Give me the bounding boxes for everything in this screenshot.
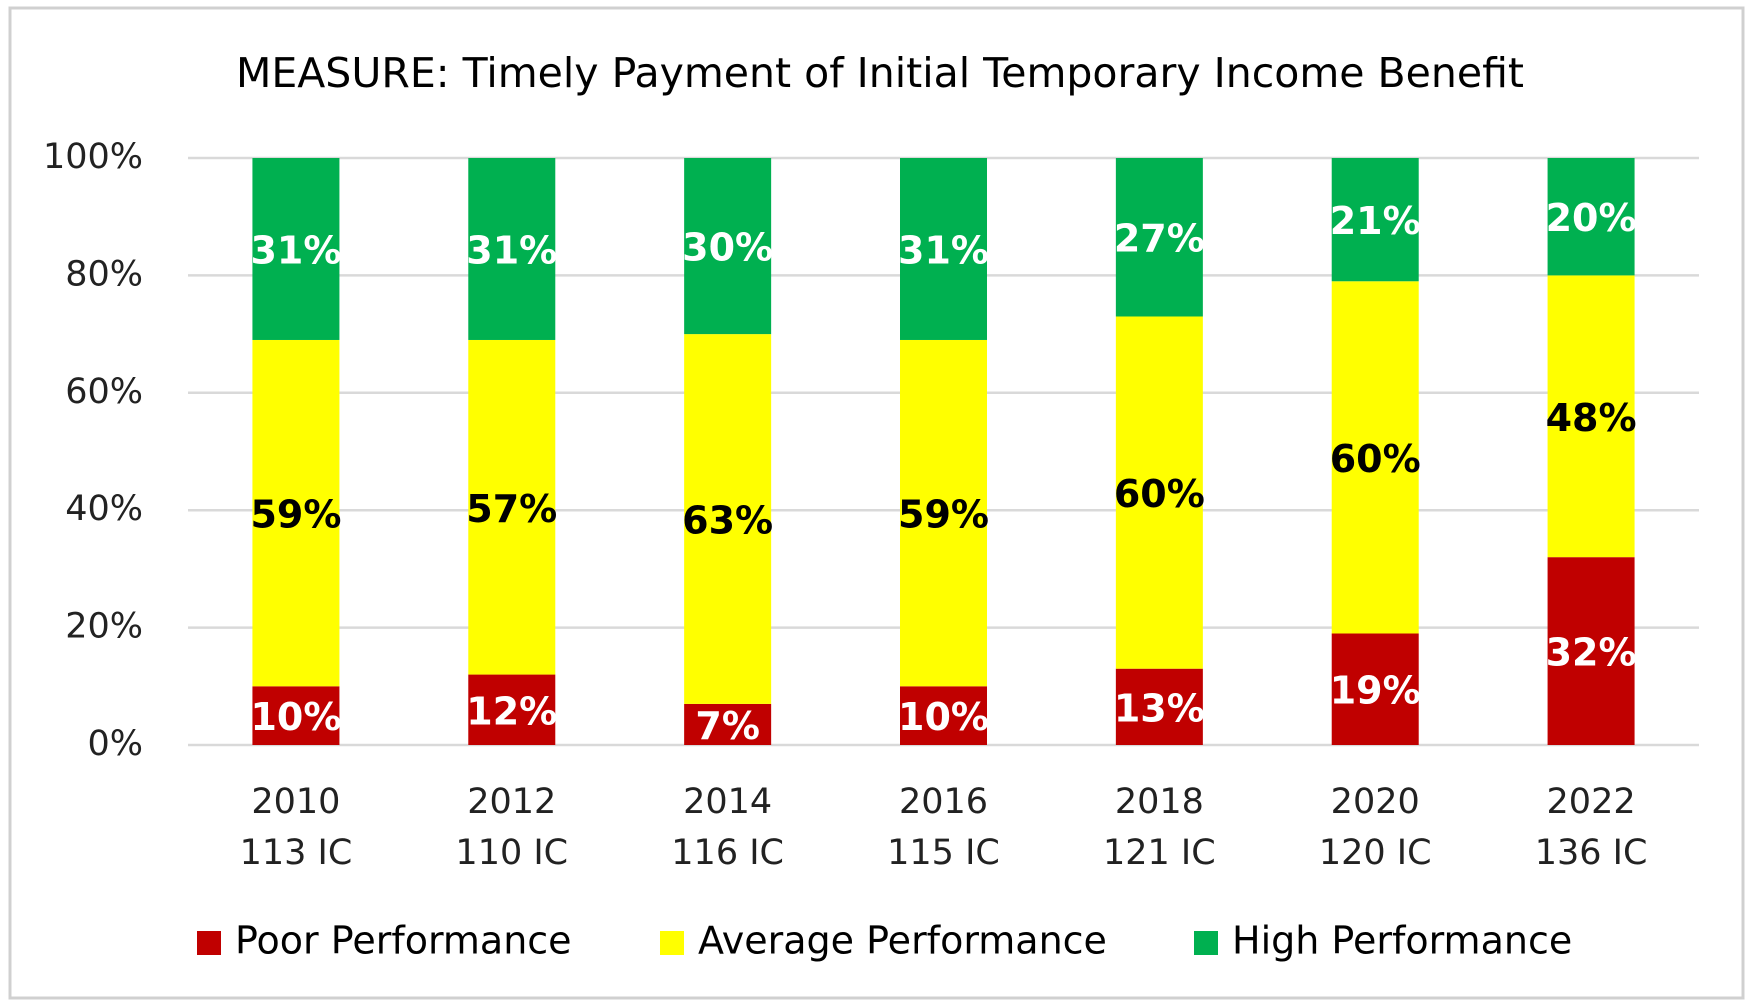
x-tick-label: 113 IC: [240, 833, 353, 873]
y-tick-label: 40%: [65, 489, 143, 529]
data-label: 48%: [1546, 396, 1637, 440]
legend-label: Average Performance: [698, 919, 1107, 963]
bar-segment: [1115, 158, 1203, 317]
legend-swatch: [1194, 931, 1218, 955]
x-tick-label: 2014: [683, 782, 772, 822]
data-label: 63%: [682, 499, 773, 543]
x-tick-label: 2018: [1115, 782, 1204, 822]
data-label: 10%: [898, 695, 989, 739]
bar-segment: [1547, 158, 1635, 276]
bar-segment: [468, 158, 556, 340]
x-tick-label: 110 IC: [455, 833, 568, 873]
bar-segment: [1547, 557, 1635, 745]
x-tick-label: 120 IC: [1319, 833, 1432, 873]
x-tick-label: 2022: [1547, 782, 1636, 822]
legend-swatch: [197, 931, 221, 955]
data-label: 13%: [1114, 686, 1205, 730]
data-label: 57%: [466, 487, 557, 531]
data-label: 7%: [695, 704, 760, 748]
bar-segment: [900, 339, 987, 687]
data-label: 27%: [1114, 217, 1205, 261]
data-label: 59%: [898, 493, 989, 537]
data-label: 19%: [1330, 669, 1421, 713]
bar-segment: [1115, 668, 1203, 745]
data-label: 59%: [250, 493, 341, 537]
bar-segment: [1331, 281, 1419, 634]
data-label: 60%: [1114, 472, 1205, 516]
y-tick-label: 80%: [65, 254, 143, 294]
bar-segment: [1331, 158, 1419, 282]
x-tick-label: 115 IC: [887, 833, 1000, 873]
data-label: 60%: [1330, 437, 1421, 481]
legend-label: Poor Performance: [235, 919, 572, 963]
bar-segment: [1115, 316, 1203, 669]
x-tick-label: 136 IC: [1535, 833, 1648, 873]
bar-segment: [252, 686, 340, 745]
bar-segment: [900, 158, 987, 340]
bar-segment: [900, 686, 987, 745]
data-label: 20%: [1546, 196, 1637, 240]
bar-segment: [1547, 275, 1635, 558]
y-tick-label: 60%: [65, 372, 143, 412]
data-label: 31%: [898, 228, 989, 272]
legend-label: High Performance: [1232, 919, 1572, 963]
data-label: 21%: [1330, 199, 1421, 243]
y-tick-label: 0%: [87, 724, 143, 764]
x-tick-label: 2016: [899, 782, 988, 822]
data-label: 10%: [250, 695, 341, 739]
bar-segment: [684, 158, 772, 335]
bar-segment: [252, 339, 340, 687]
x-tick-label: 2012: [467, 782, 556, 822]
data-label: 32%: [1546, 631, 1637, 675]
data-label: 31%: [250, 228, 341, 272]
legend-swatch: [660, 931, 684, 955]
bar-segment: [684, 334, 772, 704]
y-tick-label: 100%: [43, 137, 143, 177]
bar-segment: [468, 674, 556, 745]
bar-segment: [468, 339, 556, 675]
x-tick-label: 2020: [1331, 782, 1420, 822]
chart-title: MEASURE: Timely Payment of Initial Tempo…: [236, 49, 1524, 97]
bar-segment: [684, 703, 772, 745]
x-tick-label: 116 IC: [671, 833, 784, 873]
y-tick-label: 20%: [65, 607, 143, 647]
x-tick-label: 2010: [251, 782, 340, 822]
data-label: 12%: [466, 689, 557, 733]
bar-segment: [1331, 633, 1419, 745]
data-label: 31%: [466, 228, 557, 272]
bar-segment: [252, 158, 340, 340]
data-label: 30%: [682, 226, 773, 270]
x-tick-label: 121 IC: [1103, 833, 1216, 873]
